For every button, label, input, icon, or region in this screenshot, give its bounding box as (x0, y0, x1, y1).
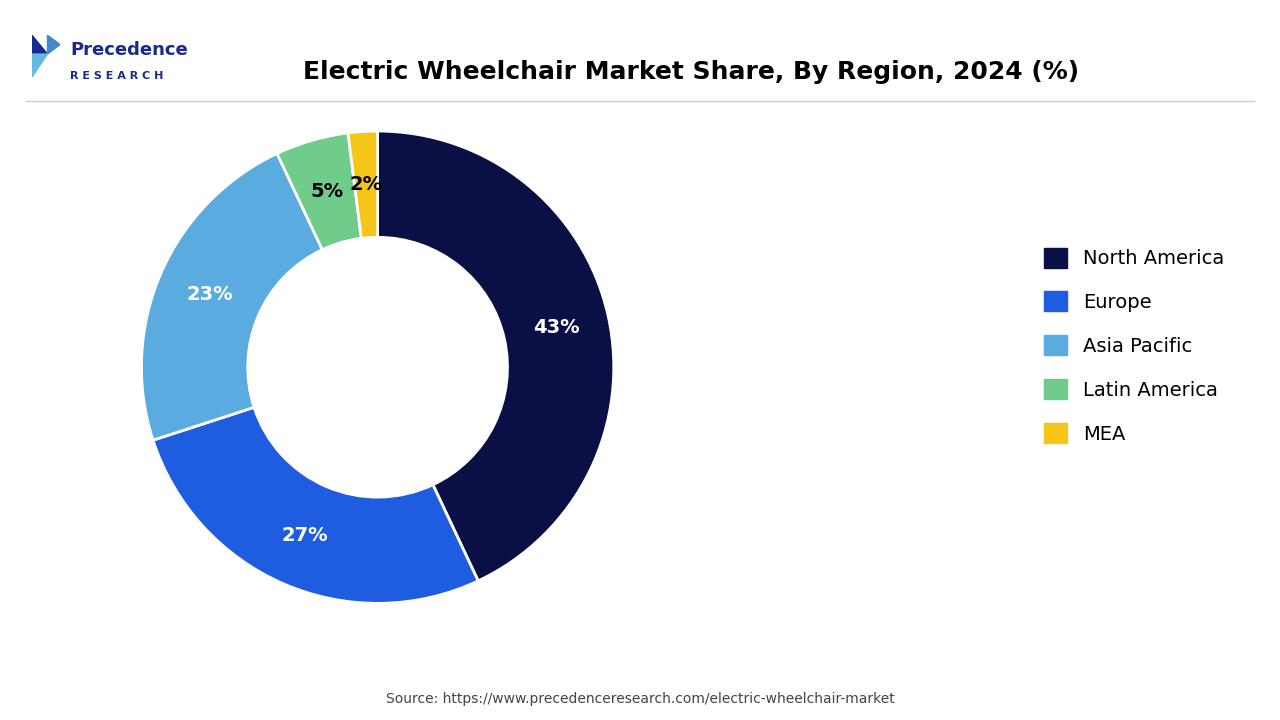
Wedge shape (276, 133, 361, 250)
Text: R E S E A R C H: R E S E A R C H (70, 71, 164, 81)
Legend: North America, Europe, Asia Pacific, Latin America, MEA: North America, Europe, Asia Pacific, Lat… (1037, 240, 1231, 451)
Text: 27%: 27% (282, 526, 328, 544)
Polygon shape (32, 54, 47, 77)
Text: 2%: 2% (349, 175, 383, 194)
Text: Source: https://www.precedenceresearch.com/electric-wheelchair-market: Source: https://www.precedenceresearch.c… (385, 692, 895, 706)
Polygon shape (32, 35, 47, 54)
Polygon shape (47, 35, 60, 54)
Wedge shape (348, 131, 378, 238)
Wedge shape (142, 153, 323, 440)
Text: 43%: 43% (532, 318, 580, 337)
Wedge shape (154, 408, 479, 603)
Wedge shape (378, 131, 613, 581)
Text: Electric Wheelchair Market Share, By Region, 2024 (%): Electric Wheelchair Market Share, By Reg… (303, 60, 1079, 84)
Text: 5%: 5% (310, 182, 343, 201)
Text: 23%: 23% (187, 285, 233, 304)
Text: Precedence: Precedence (70, 41, 188, 59)
